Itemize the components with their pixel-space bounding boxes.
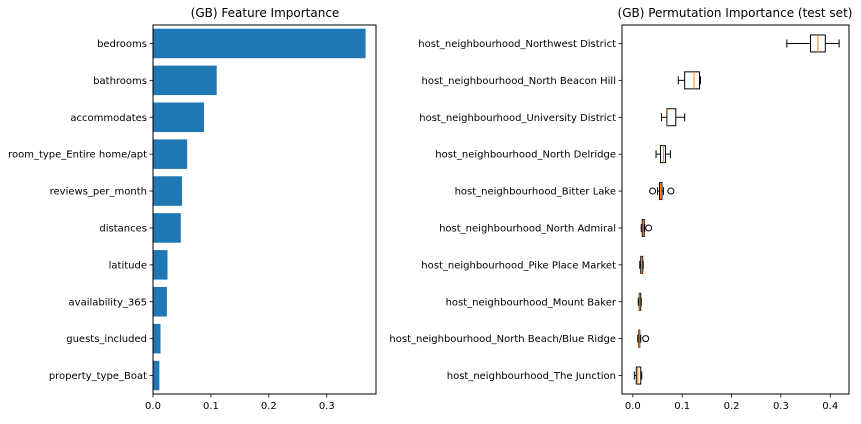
y-tick-label-availability-365: availability_365 — [69, 297, 147, 308]
x-tick-label: 0.1 — [203, 401, 219, 412]
bar-accommodates — [153, 102, 204, 133]
box-host-neighbourhood-northwest-district — [786, 34, 840, 53]
y-tick-label-guests-included: guests_included — [66, 334, 147, 345]
bar-room-type-entire-home-apt — [153, 139, 188, 169]
y-tick-label-accommodates: accommodates — [70, 113, 147, 124]
x-tick-label: 0.3 — [773, 401, 789, 412]
iqr-box — [666, 108, 677, 127]
outlier-point — [649, 187, 657, 195]
y-tick-label-host-neighbourhood-mount-baker: host_neighbourhood_Mount Baker — [446, 297, 617, 308]
y-tick-label-host-neighbourhood-north-beacon-hill: host_neighbourhood_North Beacon Hill — [422, 76, 616, 87]
y-tick-label-host-neighbourhood-university-district: host_neighbourhood_University District — [419, 113, 616, 124]
y-tick-label-room-type-entire-home-apt: room_type_Entire home/apt — [8, 150, 147, 161]
feature-importance-title: (GB) Feature Importance — [191, 6, 340, 20]
x-tick-label: 0.3 — [319, 401, 335, 412]
feature-importance-panel: (GB) Feature Importance bedrooms bathroom… — [8, 6, 377, 412]
bar-reviews-per-month — [153, 176, 182, 206]
outlier-point — [645, 224, 653, 232]
feature-importance-axes-frame — [152, 24, 377, 395]
iqr-box — [635, 366, 642, 385]
permutation-importance-x-ticks: 0.0 0.1 0.2 0.3 0.4 — [625, 394, 838, 412]
bar-bathrooms — [153, 65, 217, 96]
y-tick-label-host-neighbourhood-north-admiral: host_neighbourhood_North Admiral — [439, 223, 616, 234]
y-tick-label-bedrooms: bedrooms — [97, 39, 147, 50]
permutation-importance-panel: (GB) Permutation Importance (test set) h… — [389, 6, 852, 412]
box-host-neighbourhood-pike-place-market — [639, 255, 644, 274]
box-host-neighbourhood-north-admiral — [640, 218, 653, 237]
outlier-point — [667, 187, 675, 195]
y-tick-label-distances: distances — [99, 223, 147, 234]
bar-distances — [153, 213, 181, 243]
box-host-neighbourhood-mount-baker — [637, 292, 642, 311]
permutation-importance-boxes — [633, 34, 840, 385]
feature-importance-y-ticks: bedrooms bathrooms accommodates room_type_E… — [8, 39, 153, 382]
bar-property-type-boat — [153, 360, 160, 391]
bar-bedrooms — [153, 28, 366, 59]
x-tick-label: 0.0 — [625, 401, 641, 412]
feature-importance-bars — [153, 28, 366, 391]
box-host-neighbourhood-bitter-lake — [649, 182, 675, 201]
y-tick-label-host-neighbourhood-pike-place-market: host_neighbourhood_Pike Place Market — [421, 260, 616, 271]
feature-importance-x-ticks: 0.0 0.1 0.2 0.3 — [145, 394, 335, 412]
x-tick-label: 0.2 — [261, 401, 277, 412]
y-tick-label-host-neighbourhood-the-junction: host_neighbourhood_The Junction — [447, 371, 616, 382]
box-host-neighbourhood-the-junction — [633, 366, 643, 385]
permutation-importance-title: (GB) Permutation Importance (test set) — [618, 6, 853, 20]
y-tick-label-property-type-boat: property_type_Boat — [49, 371, 147, 382]
y-tick-label-host-neighbourhood-northwest-district: host_neighbourhood_Northwest District — [418, 39, 616, 50]
box-host-neighbourhood-north-delridge — [655, 145, 671, 164]
y-tick-label-latitude: latitude — [109, 260, 147, 271]
y-tick-label-host-neighbourhood-north-delridge: host_neighbourhood_North Delridge — [435, 150, 616, 161]
outlier-point — [642, 335, 650, 343]
y-tick-label-reviews-per-month: reviews_per_month — [50, 187, 147, 198]
bar-latitude — [153, 250, 168, 280]
y-tick-label-host-neighbourhood-bitter-lake: host_neighbourhood_Bitter Lake — [455, 187, 616, 198]
y-tick-label-bathrooms: bathrooms — [93, 76, 147, 87]
bar-guests-included — [153, 323, 161, 354]
permutation-importance-axes-frame — [621, 24, 850, 395]
x-tick-label: 0.4 — [822, 401, 838, 412]
x-tick-label: 0.2 — [724, 401, 740, 412]
y-tick-label-host-neighbourhood-north-beach-blue-ridge: host_neighbourhood_North Beach/Blue Ridg… — [389, 334, 616, 345]
x-tick-label: 0.0 — [145, 401, 161, 412]
x-tick-label: 0.1 — [674, 401, 690, 412]
box-host-neighbourhood-university-district — [660, 108, 686, 127]
box-host-neighbourhood-north-beacon-hill — [677, 71, 701, 90]
iqr-box — [684, 71, 700, 90]
box-host-neighbourhood-north-beach-blue-ridge — [637, 329, 650, 348]
bar-availability-365 — [153, 286, 167, 317]
permutation-importance-y-ticks: host_neighbourhood_Northwest District hos… — [389, 39, 622, 382]
